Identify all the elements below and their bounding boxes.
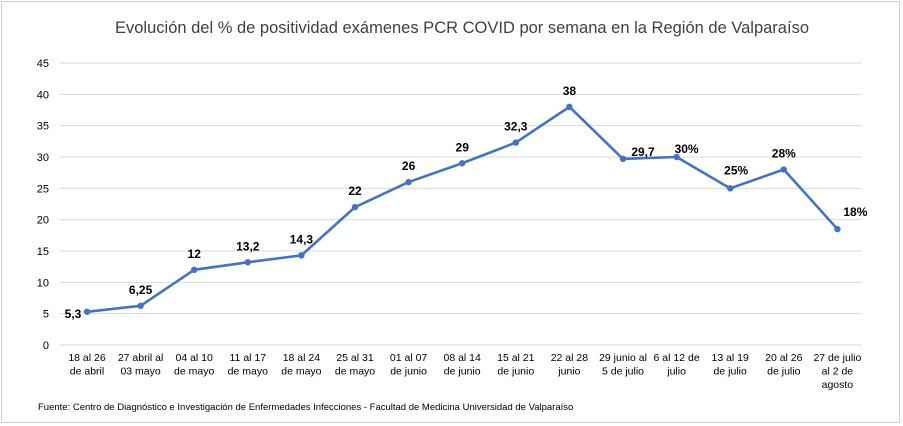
x-category-line: de abril — [70, 366, 104, 378]
x-category-line: 03 mayo — [120, 366, 160, 378]
data-point — [834, 225, 841, 233]
data-point — [780, 166, 787, 173]
data-label: 12 — [188, 247, 202, 261]
data-point — [83, 308, 91, 315]
x-category-label: 25 al 31 de mayo — [335, 352, 375, 378]
x-category-label: 15 al 21 de junio — [497, 352, 535, 378]
x-category-line: al 2 de — [822, 366, 854, 378]
data-label: 22 — [348, 184, 362, 198]
x-category-line: 22 al 28 — [551, 352, 589, 364]
chart-title: Evolución del % de positividad exámenes … — [115, 19, 809, 37]
x-category-label: 27 abril al 03 mayo — [118, 352, 164, 378]
y-tick-label: 5 — [43, 309, 49, 321]
x-category-label: 18 al 26 de abril — [68, 352, 106, 378]
data-point — [727, 185, 734, 192]
y-axis-ticks: 0 5 10 15 20 25 30 35 40 45 — [37, 58, 49, 352]
series-line — [86, 105, 839, 314]
x-category-label: 22 al 28 junio — [551, 352, 589, 378]
x-category-line: de mayo — [335, 366, 375, 378]
data-point — [244, 259, 251, 266]
data-label: 29,7 — [631, 145, 655, 159]
x-category-label: 13 al 19 de julio — [712, 352, 750, 378]
x-category-label: 08 al 14 de junio — [444, 352, 482, 378]
data-label: 29 — [456, 140, 470, 154]
x-category-line: de julio — [767, 366, 800, 378]
x-category-line: de junio — [497, 366, 534, 378]
data-label: 14,3 — [290, 232, 314, 246]
data-label: 32,3 — [504, 120, 528, 134]
x-category-line: 25 al 31 — [336, 352, 374, 364]
x-category-line: 5 de julio — [602, 366, 644, 378]
x-category-label: 18 al 24 de mayo — [281, 352, 321, 378]
data-label: 30% — [675, 142, 699, 156]
y-tick-label: 30 — [37, 152, 49, 164]
data-point — [298, 252, 305, 259]
x-category-line: 11 al 17 — [230, 352, 267, 364]
x-category-line: 6 al 12 de — [654, 352, 700, 364]
x-category-line: 15 al 21 — [497, 352, 535, 364]
x-category-label: 27 de julio al 2 de agosto — [813, 352, 861, 391]
source-note: Fuente: Centro de Diagnóstico e Investig… — [38, 402, 573, 413]
x-category-label: 6 al 12 de julio — [654, 352, 700, 378]
x-category-line: 13 al 19 — [712, 352, 750, 364]
data-label: 38 — [563, 84, 577, 98]
data-label: 5,3 — [65, 307, 82, 321]
x-category-line: 27 de julio — [813, 352, 861, 364]
x-category-label: 11 al 17 de mayo — [228, 352, 268, 378]
data-point — [459, 160, 466, 167]
data-label: 26 — [402, 159, 416, 173]
x-category-line: de junio — [444, 366, 481, 378]
data-label: 25% — [724, 163, 748, 177]
x-category-line: de mayo — [174, 366, 214, 378]
y-tick-label: 20 — [37, 215, 49, 227]
data-point — [137, 302, 144, 310]
data-label: 6,25 — [129, 283, 153, 297]
x-category-label: 29 junio al 5 de julio — [599, 352, 647, 378]
series-line-layer — [86, 105, 839, 314]
data-label: 18% — [843, 205, 867, 219]
data-label: 13,2 — [236, 239, 260, 253]
data-point — [512, 139, 519, 146]
gridlines — [60, 62, 862, 346]
x-category-line: de junio — [390, 366, 427, 378]
x-category-line: 18 al 26 — [68, 352, 106, 364]
data-point — [566, 103, 573, 111]
data-label: 28% — [772, 147, 796, 161]
y-tick-label: 25 — [37, 183, 49, 195]
x-category-line: de julio — [714, 366, 747, 378]
x-category-line: 29 junio al — [599, 352, 647, 364]
x-category-line: julio — [666, 366, 686, 378]
y-tick-label: 45 — [37, 58, 49, 70]
x-category-line: 18 al 24 — [283, 352, 321, 364]
y-tick-label: 10 — [37, 277, 49, 289]
x-category-line: 04 al 10 — [176, 352, 214, 364]
x-category-label: 20 al 26 de julio — [765, 352, 803, 378]
x-category-line: agosto — [822, 379, 854, 391]
data-labels: 5,3 6,25 12 13,2 14,3 22 26 29 32,3 38 29,7 30% 25% 2… — [65, 84, 868, 321]
x-category-line: 20 al 26 — [765, 352, 803, 364]
data-point — [405, 178, 412, 186]
y-tick-label: 35 — [37, 121, 49, 133]
x-category-label: 01 al 07 de junio — [390, 352, 428, 378]
x-category-line: de mayo — [281, 366, 321, 378]
x-category-line: junio — [557, 366, 580, 378]
x-category-line: 27 abril al — [118, 352, 164, 364]
x-axis-categories: 18 al 26 de abril 27 abril al 03 mayo 04 al … — [68, 352, 861, 391]
x-category-line: de mayo — [228, 366, 268, 378]
data-point — [673, 153, 680, 161]
data-point — [191, 266, 198, 273]
data-point — [351, 203, 359, 211]
x-category-line: 01 al 07 — [390, 352, 428, 364]
data-points — [83, 103, 841, 315]
y-tick-label: 15 — [37, 246, 49, 258]
x-category-line: 08 al 14 — [444, 352, 482, 364]
x-category-label: 04 al 10 de mayo — [174, 352, 214, 378]
data-point — [619, 155, 627, 163]
y-tick-label: 0 — [43, 340, 49, 352]
y-tick-label: 40 — [37, 89, 49, 101]
